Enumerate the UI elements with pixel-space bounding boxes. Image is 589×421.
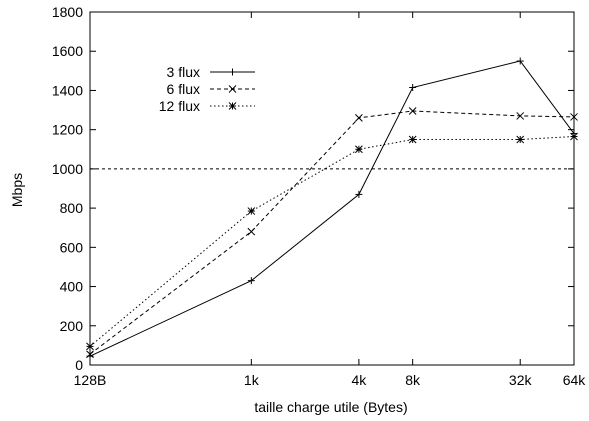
legend-label-3: 12 flux — [159, 98, 200, 114]
y-tick-label-1000: 1000 — [52, 161, 83, 177]
y-tick-label-800: 800 — [60, 200, 84, 216]
legend-marker-2 — [228, 85, 237, 93]
series-3-point-32k — [516, 135, 525, 144]
series-1-point-1k — [247, 277, 255, 285]
y-tick-label-1400: 1400 — [52, 82, 83, 98]
x-axis: 128B 1k 4k 8k 32k 64k — [74, 12, 587, 388]
series-line-1 — [89, 60, 575, 357]
y-tick-label-0: 0 — [75, 357, 83, 373]
y-tick-label-1600: 1600 — [52, 43, 83, 59]
x-tick-label-32k: 32k — [509, 372, 533, 388]
legend-marker-3 — [228, 102, 237, 110]
y-tick-label-400: 400 — [60, 279, 84, 295]
series-3-point-4k — [355, 145, 363, 154]
series-line-3 — [89, 136, 575, 347]
x-tick-label-64k: 64k — [563, 372, 587, 388]
series-2-point-32k — [516, 112, 525, 120]
series-3-point-8k — [408, 135, 417, 144]
legend-label-1: 3 flux — [167, 64, 200, 80]
x-tick-label-4k: 4k — [351, 372, 367, 388]
y-axis-title: Mbps — [9, 173, 25, 207]
series-3 — [86, 132, 578, 351]
series-line-2 — [89, 110, 575, 355]
x-tick-label-8k: 8k — [405, 372, 421, 388]
y-tick-label-600: 600 — [60, 239, 84, 255]
series-1-point-4k — [355, 190, 363, 198]
y-tick-label-1200: 1200 — [52, 122, 83, 138]
plot-frame — [89, 11, 575, 366]
legend-marker-1 — [229, 68, 236, 76]
series-2-point-4k — [355, 114, 363, 122]
y-tick-label-200: 200 — [60, 318, 84, 334]
series-2 — [86, 107, 578, 359]
series-2-point-1k — [247, 227, 256, 236]
x-axis-title: taille charge utile (Bytes) — [254, 399, 407, 415]
x-tick-label-1k: 1k — [244, 372, 260, 388]
y-tick-label-1800: 1800 — [52, 4, 83, 20]
series-3-point-1k — [247, 207, 256, 215]
series-1-point-8k — [409, 84, 417, 92]
series-1-point-32k — [516, 57, 524, 65]
y-axis: 0 200 400 600 800 1000 1200 1400 1600 1800 — [52, 4, 574, 373]
legend-label-2: 6 flux — [167, 81, 200, 97]
series-2-point-8k — [408, 107, 417, 115]
x-tick-label-128B: 128B — [74, 372, 107, 388]
